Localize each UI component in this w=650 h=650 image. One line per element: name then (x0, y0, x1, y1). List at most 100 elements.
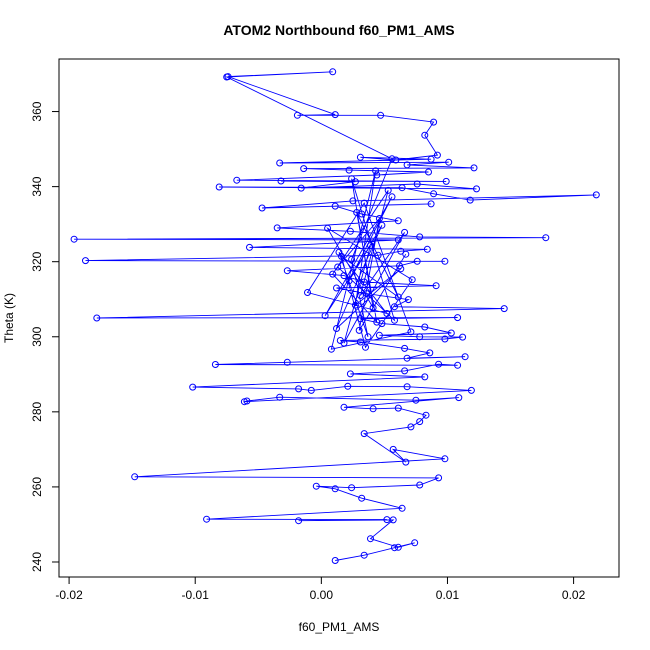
series-layer (70, 68, 600, 564)
data-point (360, 551, 368, 559)
data-point (258, 204, 266, 212)
data-point (331, 202, 339, 210)
data-point (421, 131, 429, 139)
data-point (203, 515, 211, 523)
data-point (367, 242, 374, 250)
data-point (394, 217, 402, 225)
data-point (312, 482, 320, 490)
data-point (422, 411, 430, 419)
data-point (391, 544, 398, 552)
data-point (404, 296, 412, 304)
data-point (377, 111, 385, 119)
x-tick-label: -0.01 (182, 588, 210, 602)
data-point (293, 111, 301, 119)
data-point (273, 224, 281, 232)
data-point (392, 156, 400, 164)
data-point (364, 333, 372, 341)
data-point (403, 383, 411, 391)
data-point (388, 193, 396, 201)
data-point (383, 310, 391, 317)
data-point (344, 382, 352, 390)
data-point (348, 255, 356, 263)
data-point (426, 349, 434, 357)
x-tick-label: 0.00 (310, 588, 334, 602)
data-point (394, 404, 402, 412)
data-point (421, 323, 429, 331)
data-point (391, 316, 398, 324)
data-point (297, 184, 305, 192)
data-point (340, 272, 348, 280)
data-point (277, 177, 285, 185)
y-tick-label: 300 (30, 326, 44, 346)
data-point (416, 333, 424, 341)
data-point (455, 394, 463, 402)
data-point (378, 221, 386, 229)
data-point (345, 277, 353, 285)
data-point (416, 481, 424, 489)
data-point (340, 403, 348, 411)
data-point (425, 168, 432, 176)
data-point (402, 458, 410, 466)
data-point (466, 196, 474, 204)
data-point (351, 301, 359, 309)
data-point (435, 360, 443, 368)
data-point (445, 158, 453, 166)
data-point (454, 314, 462, 322)
data-point (442, 177, 450, 185)
data-point (331, 557, 339, 564)
data-point (240, 398, 248, 406)
data-point (300, 165, 308, 173)
data-point (397, 247, 405, 255)
data-point (374, 251, 382, 259)
data-point (324, 224, 332, 232)
data-point (435, 474, 443, 482)
y-tick-label: 260 (30, 477, 44, 497)
data-point (211, 361, 219, 368)
data-point (427, 200, 435, 208)
data-point (384, 186, 392, 194)
x-tick-label: -0.02 (55, 588, 83, 602)
data-point (93, 314, 101, 322)
data-point (389, 445, 397, 453)
x-axis-label: f60_PM1_AMS (299, 620, 380, 634)
data-point (331, 111, 339, 119)
data-point (459, 333, 467, 341)
data-point (407, 328, 415, 336)
data-point (375, 331, 383, 339)
data-point (276, 159, 284, 167)
data-point (413, 257, 421, 265)
data-point (394, 236, 402, 244)
data-point (401, 367, 409, 375)
data-point (307, 386, 315, 394)
data-point (363, 290, 371, 298)
x-tick-label: 0.02 (562, 588, 586, 602)
data-point (391, 303, 398, 311)
data-point (369, 405, 377, 413)
data-point (276, 393, 284, 401)
data-point (349, 197, 357, 205)
data-point (401, 344, 409, 352)
data-point (233, 176, 241, 184)
y-tick-label: 280 (30, 402, 44, 422)
data-point (353, 209, 361, 216)
x-tick-label: 0.01 (436, 588, 460, 602)
data-point (542, 234, 550, 242)
data-point (338, 252, 345, 260)
data-point (327, 345, 335, 353)
data-point (70, 235, 78, 243)
y-tick-label: 320 (30, 251, 44, 271)
data-point (373, 318, 381, 326)
y-tick-label: 240 (30, 552, 44, 572)
y-axis-label: Theta (K) (2, 293, 16, 343)
data-point (358, 494, 366, 502)
data-point (397, 265, 405, 273)
y-tick-label: 340 (30, 176, 44, 196)
data-point (467, 386, 475, 394)
data-point (461, 353, 469, 361)
data-point (331, 485, 339, 493)
data-point (334, 263, 342, 271)
data-point (441, 257, 449, 265)
data-point (295, 517, 303, 525)
data-point (333, 284, 340, 292)
